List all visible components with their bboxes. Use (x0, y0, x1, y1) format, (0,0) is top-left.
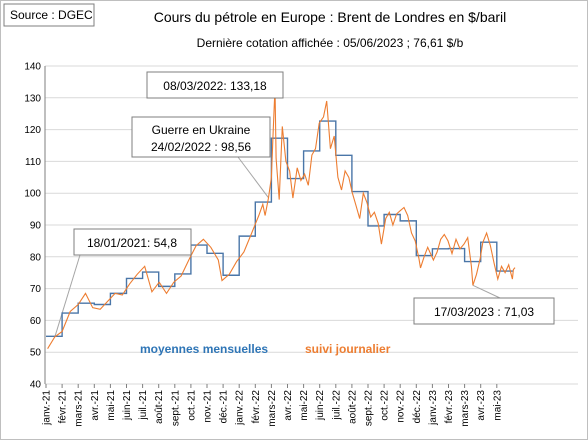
annotation-ukraine-line2: 24/02/2022 : 98,56 (151, 140, 251, 154)
x-tick-label: janv.-21 (42, 390, 53, 426)
x-tick-label: janv.-23 (428, 390, 439, 426)
y-tick-label: 50 (30, 348, 42, 359)
x-tick-label: août-21 (154, 390, 165, 424)
annotation-jan2021-text: 18/01/2021: 54,8 (87, 236, 177, 250)
x-tick-label: juil.-21 (138, 390, 149, 421)
annotation-ukraine-box (131, 116, 271, 158)
y-tick-label: 40 (30, 380, 42, 391)
callout-line (237, 156, 269, 199)
y-tick-label: 140 (24, 62, 41, 73)
y-tick-label: 90 (30, 221, 42, 232)
source-box (3, 3, 95, 27)
annotation-mar2023-box (413, 297, 555, 325)
y-tick-label: 80 (30, 252, 42, 263)
x-tick-label: déc.-22 (412, 390, 423, 424)
x-tick-label: oct.-21 (186, 390, 197, 421)
annotation-jan2021: 18/01/2021: 54,8 (73, 228, 192, 256)
annotation-ukraine: Guerre en Ukraine 24/02/2022 : 98,56 (131, 116, 271, 158)
x-tick-label: avr.-22 (283, 390, 294, 421)
annotation-jan2021-box (73, 228, 192, 256)
x-tick-label: févr.-21 (58, 390, 69, 424)
monthly-average-line (46, 120, 513, 337)
callout-line (54, 254, 81, 338)
series-label-daily: suivi journalier (305, 342, 391, 356)
y-tick-label: 120 (24, 125, 41, 136)
x-tick-label: déc.-21 (219, 390, 230, 424)
y-axis-ticks: 40 50 60 70 80 90 100 110 120 130 140 (24, 62, 41, 391)
x-tick-label: nov.-21 (203, 390, 214, 423)
source-label: Source : DGEC (10, 8, 93, 22)
x-tick-label: août-22 (347, 390, 358, 424)
x-tick-label: juin-22 (315, 390, 326, 421)
x-tick-label: avr.-23 (476, 390, 487, 421)
x-tick-label: sept.-21 (170, 390, 181, 427)
annotation-ukraine-line1: Guerre en Ukraine (152, 123, 251, 137)
x-tick-label: mai-22 (299, 390, 310, 421)
x-tick-label: janv.-22 (235, 390, 246, 426)
x-tick-label: avr.-21 (90, 390, 101, 421)
y-tick-label: 60 (30, 316, 42, 327)
chart-subtitle: Dernière cotation affichée : 05/06/2023 … (197, 36, 464, 50)
annotation-mar2023: 17/03/2023 : 71,03 (413, 297, 555, 325)
annotation-peak: 08/03/2022: 133,18 (146, 71, 284, 99)
x-tick-label: mars-21 (74, 390, 85, 427)
x-tick-label: nov.-22 (396, 390, 407, 423)
y-tick-label: 70 (30, 284, 42, 295)
x-tick-label: oct.-22 (380, 390, 391, 421)
chart-title: Cours du pétrole en Europe : Brent de Lo… (154, 9, 507, 25)
x-tick-label: mars-22 (267, 390, 278, 427)
x-tick-label: sept.-22 (364, 390, 375, 427)
annotation-peak-text: 08/03/2022: 133,18 (163, 79, 267, 93)
x-tick-label: juin-21 (122, 390, 133, 421)
callout-line (472, 284, 501, 299)
y-tick-label: 100 (24, 189, 41, 200)
annotation-peak-box (146, 71, 284, 99)
x-tick-label: mai-23 (492, 390, 503, 421)
x-tick-label: févr.-22 (251, 390, 262, 424)
x-tick-label: mars-23 (460, 390, 471, 427)
series-label-monthly: moyennes mensuelles (140, 342, 268, 356)
daily-price-line (47, 87, 516, 349)
y-tick-label: 130 (24, 93, 41, 104)
annotation-mar2023-text: 17/03/2023 : 71,03 (434, 305, 534, 319)
x-tick-label: févr.-23 (444, 390, 455, 424)
x-tick-label: mai-21 (106, 390, 117, 421)
x-tick-label: juil.-22 (331, 390, 342, 421)
y-tick-label: 110 (25, 157, 41, 168)
x-axis-ticks: janv.-21 févr.-21 mars-21 avr.-21 mai-21 juin… (42, 384, 503, 427)
